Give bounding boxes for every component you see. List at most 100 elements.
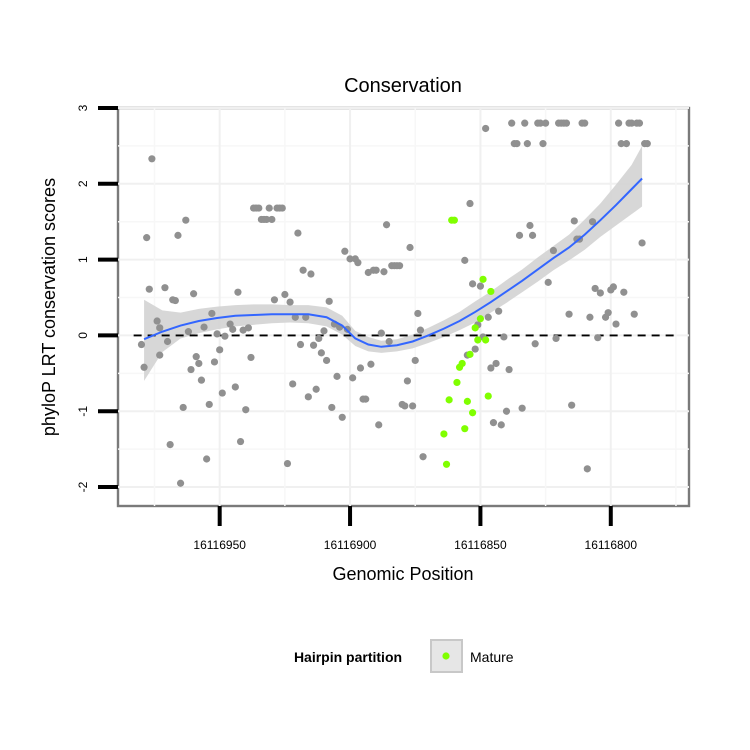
data-point (594, 334, 602, 342)
data-point (322, 356, 331, 365)
smooth-line (143, 177, 643, 348)
data-point (197, 376, 206, 384)
data-point (581, 119, 589, 127)
data-point (213, 330, 221, 338)
data-point (549, 246, 558, 255)
confidence-ribbon (144, 145, 643, 381)
data-point (216, 346, 224, 354)
data-point (307, 270, 315, 278)
mature-point (463, 397, 471, 405)
data-point (628, 119, 636, 127)
data-point (411, 356, 419, 365)
data-point (531, 340, 539, 348)
data-point (380, 268, 388, 276)
data-point (325, 297, 333, 305)
data-point (382, 221, 391, 229)
mature-point (458, 359, 466, 368)
data-point (401, 402, 409, 410)
data-point (395, 262, 404, 270)
data-point (471, 345, 479, 353)
data-point (263, 215, 271, 224)
mature-point (461, 425, 469, 433)
data-point (184, 328, 192, 336)
data-point (586, 313, 594, 321)
data-point (638, 239, 646, 247)
x-axis-title: Genomic Position (332, 564, 473, 584)
data-point (495, 307, 503, 315)
data-point (539, 140, 547, 148)
mature-point (468, 409, 477, 417)
data-point (317, 349, 325, 357)
mature-point (450, 216, 458, 224)
data-point (137, 340, 146, 349)
data-point (278, 204, 286, 212)
data-point (500, 333, 508, 341)
data-point (375, 421, 383, 429)
data-point (148, 155, 156, 163)
data-point (544, 278, 552, 286)
data-point (171, 296, 179, 305)
data-point (588, 218, 597, 226)
mature-point (484, 392, 492, 400)
data-point (489, 419, 498, 427)
mature-point (440, 430, 448, 438)
data-point (521, 119, 529, 127)
data-point (570, 217, 578, 225)
y-tick-label: -2 (76, 481, 90, 492)
data-point (617, 140, 625, 148)
data-point (208, 309, 216, 318)
data-point (281, 290, 289, 299)
data-point (294, 229, 302, 237)
legend-key-mature (442, 652, 450, 660)
data-point (338, 413, 346, 421)
points-layer (137, 119, 651, 487)
data-point (635, 119, 644, 127)
y-axis-title: phyloP LRT conservation scores (39, 178, 59, 436)
data-point (236, 437, 245, 446)
x-axis: 16116950 16116900 16116850 16116800 (193, 506, 637, 552)
data-point (620, 288, 628, 296)
data-point (515, 231, 524, 239)
data-point (187, 365, 195, 374)
y-tick-label: 0 (76, 332, 90, 339)
x-tick-label: 16116950 (193, 538, 246, 552)
data-point (508, 119, 516, 127)
mature-point (466, 350, 474, 358)
data-point (568, 401, 576, 409)
data-point (356, 364, 365, 372)
data-point (609, 283, 617, 291)
y-tick-label: -1 (76, 406, 90, 417)
mature-point (442, 460, 451, 468)
y-tick-label: 3 (76, 104, 90, 111)
data-point (419, 453, 427, 461)
data-point (218, 389, 226, 397)
data-point (200, 323, 208, 331)
data-point (312, 385, 320, 393)
data-point (255, 204, 263, 212)
data-point (466, 199, 474, 208)
data-point (354, 259, 362, 267)
data-point (320, 327, 328, 335)
data-point (604, 309, 612, 317)
data-point (302, 313, 310, 321)
data-point (484, 313, 492, 321)
data-point (505, 365, 513, 374)
data-point (153, 317, 161, 325)
data-point (497, 421, 505, 429)
data-point (195, 359, 203, 368)
data-point (513, 140, 521, 148)
data-point (182, 216, 190, 224)
data-point (161, 284, 169, 292)
data-point (203, 455, 211, 463)
data-point (234, 288, 242, 296)
data-point (315, 334, 323, 343)
data-point (286, 298, 294, 306)
data-point (583, 465, 591, 473)
data-point (536, 119, 544, 127)
data-point (192, 353, 200, 361)
data-point (367, 360, 375, 368)
mature-point (476, 315, 485, 323)
data-point (372, 266, 380, 274)
data-point (492, 359, 500, 368)
